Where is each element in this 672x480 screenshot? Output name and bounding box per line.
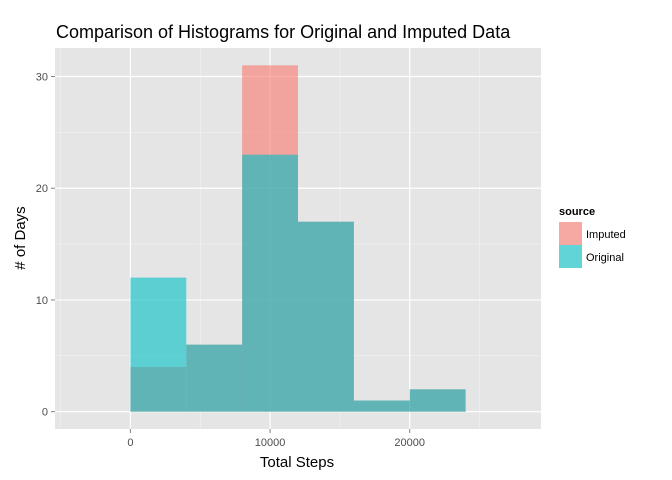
bar-original-1: [186, 344, 243, 412]
histogram-bars: [130, 65, 466, 412]
legend-label-original: Original: [586, 252, 624, 264]
y-tick-label: 0: [42, 407, 48, 419]
bar-original-4: [353, 400, 410, 412]
bar-original-3: [298, 221, 354, 412]
x-axis-title: Total Steps: [260, 454, 334, 471]
y-tick-label: 30: [36, 71, 48, 83]
x-tick-label: 10000: [255, 437, 286, 449]
chart-title: Comparison of Histograms for Original an…: [56, 22, 511, 42]
bar-original-2: [242, 154, 298, 412]
bar-original-0: [130, 277, 187, 412]
y-axis-title: # of Days: [12, 206, 29, 269]
bar-original-5: [409, 389, 466, 412]
x-tick-label: 20000: [394, 437, 425, 449]
legend-key-original: [559, 245, 582, 268]
y-tick-label: 20: [36, 183, 48, 195]
legend: source Imputed Original: [559, 206, 626, 268]
y-tick-label: 10: [36, 295, 48, 307]
x-axis-ticks: 0 10000 20000: [127, 429, 425, 449]
x-tick-label: 0: [127, 437, 133, 449]
legend-label-imputed: Imputed: [586, 229, 626, 241]
legend-title: source: [559, 206, 595, 218]
legend-key-imputed: [559, 222, 582, 245]
y-axis-ticks: 0 10 20 30: [36, 71, 55, 419]
